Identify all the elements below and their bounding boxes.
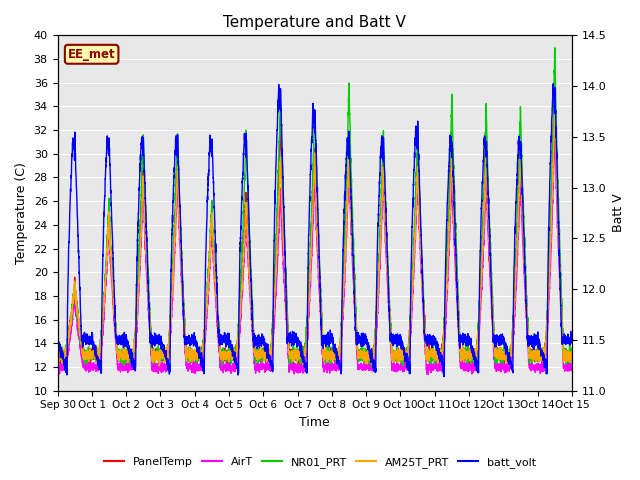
Line: PanelTemp: PanelTemp xyxy=(58,104,572,366)
AirT xyxy=(54,362,61,368)
Line: AM25T_PRT: AM25T_PRT xyxy=(58,105,572,366)
AM25T_PRT xyxy=(54,360,61,365)
AirT xyxy=(551,128,559,133)
batt_volt xyxy=(296,338,303,344)
Line: AirT: AirT xyxy=(58,131,572,374)
AirT xyxy=(296,364,303,370)
Y-axis label: Batt V: Batt V xyxy=(612,194,625,232)
Text: EE_met: EE_met xyxy=(68,48,115,61)
PanelTemp xyxy=(296,353,303,359)
NR01_PRT xyxy=(368,365,376,371)
NR01_PRT xyxy=(296,353,303,359)
AM25T_PRT xyxy=(459,350,467,356)
NR01_PRT xyxy=(459,344,467,349)
batt_volt xyxy=(401,359,409,364)
AM25T_PRT xyxy=(430,355,438,360)
PanelTemp xyxy=(500,363,508,369)
Y-axis label: Temperature (C): Temperature (C) xyxy=(15,162,28,264)
batt_volt xyxy=(54,334,61,339)
NR01_PRT xyxy=(146,310,154,316)
PanelTemp xyxy=(401,348,409,354)
PanelTemp xyxy=(146,318,154,324)
NR01_PRT xyxy=(401,346,409,352)
AirT xyxy=(568,368,575,373)
AirT xyxy=(146,336,154,342)
AM25T_PRT xyxy=(146,320,154,325)
AirT xyxy=(568,363,576,369)
PanelTemp xyxy=(568,353,575,359)
AM25T_PRT xyxy=(551,102,559,108)
Title: Temperature and Batt V: Temperature and Batt V xyxy=(223,15,406,30)
AirT xyxy=(424,372,432,377)
AirT xyxy=(430,360,438,366)
AirT xyxy=(459,366,467,372)
PanelTemp xyxy=(54,347,61,353)
batt_volt xyxy=(568,339,575,345)
NR01_PRT xyxy=(568,352,576,358)
AM25T_PRT xyxy=(401,347,409,352)
AM25T_PRT xyxy=(296,350,303,356)
batt_volt xyxy=(440,374,448,380)
PanelTemp xyxy=(430,350,438,356)
batt_volt xyxy=(549,81,557,86)
batt_volt xyxy=(146,336,154,341)
PanelTemp xyxy=(551,101,559,107)
AM25T_PRT xyxy=(568,357,575,363)
NR01_PRT xyxy=(430,355,438,360)
batt_volt xyxy=(568,339,576,345)
PanelTemp xyxy=(459,348,467,354)
NR01_PRT xyxy=(568,358,575,363)
AM25T_PRT xyxy=(156,363,163,369)
NR01_PRT xyxy=(551,45,559,51)
Line: NR01_PRT: NR01_PRT xyxy=(58,48,572,368)
NR01_PRT xyxy=(54,355,61,361)
Line: batt_volt: batt_volt xyxy=(58,84,572,377)
AirT xyxy=(401,362,409,368)
X-axis label: Time: Time xyxy=(300,416,330,429)
batt_volt xyxy=(459,342,467,348)
AM25T_PRT xyxy=(568,348,576,354)
PanelTemp xyxy=(568,353,576,359)
Legend: PanelTemp, AirT, NR01_PRT, AM25T_PRT, batt_volt: PanelTemp, AirT, NR01_PRT, AM25T_PRT, ba… xyxy=(100,452,540,472)
batt_volt xyxy=(430,338,438,344)
